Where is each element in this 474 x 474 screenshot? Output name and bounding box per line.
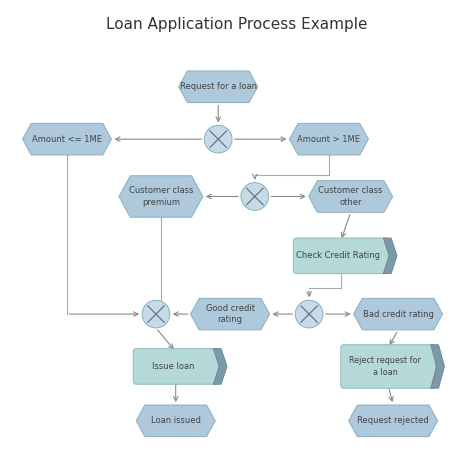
Polygon shape — [354, 298, 443, 330]
Polygon shape — [23, 123, 111, 155]
FancyBboxPatch shape — [133, 349, 218, 384]
Polygon shape — [191, 298, 270, 330]
Text: Loan Application Process Example: Loan Application Process Example — [106, 17, 368, 32]
Polygon shape — [119, 176, 203, 217]
FancyBboxPatch shape — [293, 238, 388, 273]
Text: Request rejected: Request rejected — [357, 416, 429, 425]
Polygon shape — [290, 123, 368, 155]
Polygon shape — [179, 71, 258, 102]
Text: Loan issued: Loan issued — [151, 416, 201, 425]
FancyBboxPatch shape — [341, 345, 436, 388]
Circle shape — [295, 300, 323, 328]
Text: Request for a loan: Request for a loan — [180, 82, 257, 91]
Polygon shape — [349, 405, 438, 437]
Polygon shape — [383, 238, 397, 273]
Polygon shape — [431, 345, 445, 388]
Text: Customer class
premium: Customer class premium — [129, 186, 193, 207]
Circle shape — [142, 300, 170, 328]
Text: Amount <= 1ME: Amount <= 1ME — [32, 135, 102, 144]
Polygon shape — [136, 405, 215, 437]
Text: Customer class
other: Customer class other — [319, 186, 383, 207]
Text: Good credit
rating: Good credit rating — [206, 304, 255, 324]
Text: Bad credit rating: Bad credit rating — [363, 310, 434, 319]
Circle shape — [204, 125, 232, 153]
Text: Reject request for
a loan: Reject request for a loan — [349, 356, 421, 376]
Polygon shape — [309, 181, 392, 212]
Polygon shape — [213, 349, 227, 384]
Circle shape — [241, 182, 269, 210]
Text: Amount > 1ME: Amount > 1ME — [297, 135, 360, 144]
Text: Issue loan: Issue loan — [152, 362, 194, 371]
Text: Check Credit Rating: Check Credit Rating — [296, 251, 380, 260]
